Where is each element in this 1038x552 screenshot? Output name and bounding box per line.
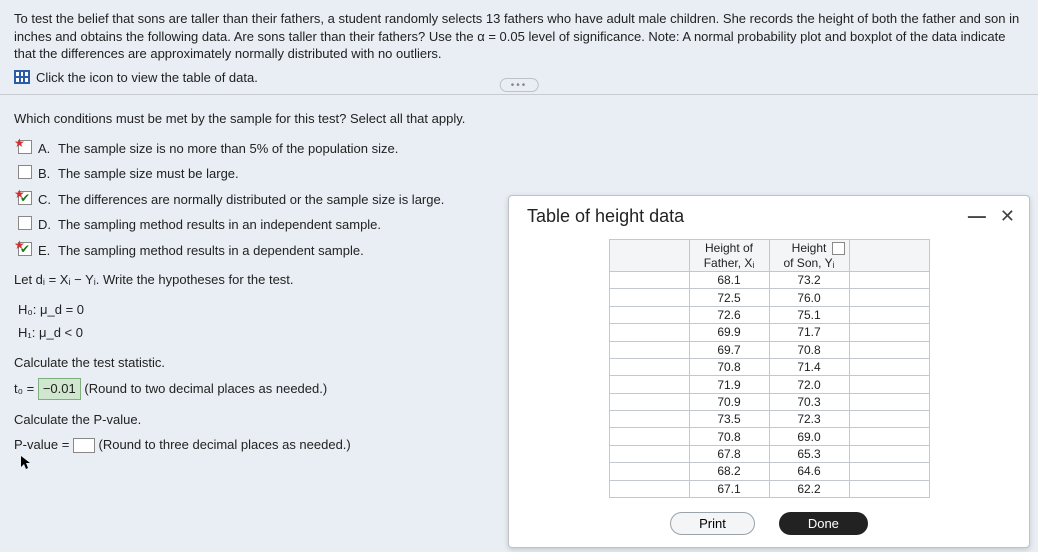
father-height: 73.5 xyxy=(689,411,769,428)
table-row: 72.675.1 xyxy=(609,306,929,323)
option-text: The sample size must be large. xyxy=(58,164,239,184)
father-height: 70.8 xyxy=(689,428,769,445)
option-text: The sample size is no more than 5% of th… xyxy=(58,139,398,159)
son-height: 72.3 xyxy=(769,411,849,428)
son-height: 71.7 xyxy=(769,324,849,341)
conditions-question: Which conditions must be met by the samp… xyxy=(14,109,486,129)
option-letter: E. xyxy=(38,241,52,261)
table-row: 70.869.0 xyxy=(609,428,929,445)
option-letter: C. xyxy=(38,190,52,210)
blank-col-left xyxy=(609,240,689,272)
table-row: 68.173.2 xyxy=(609,271,929,288)
col-father: Height ofFather, Xᵢ xyxy=(689,240,769,272)
son-height: 65.3 xyxy=(769,445,849,462)
table-row: 70.970.3 xyxy=(609,393,929,410)
father-height: 67.8 xyxy=(689,445,769,462)
pvalue-prefix: P-value = xyxy=(14,437,69,452)
data-modal: Table of height data — ✕ Height ofFather… xyxy=(508,195,1030,548)
father-height: 68.1 xyxy=(689,271,769,288)
close-icon[interactable]: ✕ xyxy=(1000,206,1015,227)
son-height: 73.2 xyxy=(769,271,849,288)
son-height: 69.0 xyxy=(769,428,849,445)
father-height: 72.5 xyxy=(689,289,769,306)
table-row: 69.770.8 xyxy=(609,341,929,358)
done-button[interactable]: Done xyxy=(779,512,868,535)
son-height: 75.1 xyxy=(769,306,849,323)
modal-title: Table of height data xyxy=(527,206,684,227)
option-text: The sampling method results in an indepe… xyxy=(58,215,381,235)
t0-prefix: t₀ = xyxy=(14,381,34,396)
h0: H₀: μ_d = 0 xyxy=(18,300,486,320)
father-height: 71.9 xyxy=(689,376,769,393)
condition-option[interactable]: B. The sample size must be large. xyxy=(18,164,486,184)
define-d: Let dᵢ = Xᵢ − Yᵢ. Write the hypotheses f… xyxy=(14,270,486,290)
table-row: 69.971.7 xyxy=(609,324,929,341)
father-height: 69.7 xyxy=(689,341,769,358)
condition-option[interactable]: A. The sample size is no more than 5% of … xyxy=(18,139,486,159)
son-height: 76.0 xyxy=(769,289,849,306)
height-table: Height ofFather, Xᵢ Heightof Son, Yᵢ 68.… xyxy=(609,239,930,498)
condition-option[interactable]: D. The sampling method results in an inde… xyxy=(18,215,486,235)
cursor-icon xyxy=(20,455,32,477)
father-height: 67.1 xyxy=(689,480,769,498)
father-height: 69.9 xyxy=(689,324,769,341)
table-row: 70.871.4 xyxy=(609,358,929,375)
view-data-label: Click the icon to view the table of data… xyxy=(36,69,258,87)
test-stat-label: Calculate the test statistic. xyxy=(14,353,486,373)
t0-note: (Round to two decimal places as needed.) xyxy=(84,381,327,396)
son-height: 70.3 xyxy=(769,393,849,410)
option-letter: D. xyxy=(38,215,52,235)
table-icon xyxy=(14,70,30,84)
copy-icon[interactable] xyxy=(834,244,845,255)
option-text: The sampling method results in a depende… xyxy=(58,241,364,261)
option-letter: A. xyxy=(38,139,52,159)
problem-prompt: To test the belief that sons are taller … xyxy=(14,10,1024,63)
option-letter: B. xyxy=(38,164,52,184)
checkbox[interactable]: ✔ xyxy=(18,242,32,256)
print-button[interactable]: Print xyxy=(670,512,755,535)
pvalue-note: (Round to three decimal places as needed… xyxy=(99,437,351,452)
table-row: 72.576.0 xyxy=(609,289,929,306)
son-height: 71.4 xyxy=(769,358,849,375)
test-stat-row: t₀ = −0.01 (Round to two decimal places … xyxy=(14,378,486,400)
checkbox[interactable] xyxy=(18,216,32,230)
pvalue-row: P-value = (Round to three decimal places… xyxy=(14,435,486,455)
son-height: 62.2 xyxy=(769,480,849,498)
collapse-tab[interactable]: ••• xyxy=(500,78,539,92)
table-row: 73.572.3 xyxy=(609,411,929,428)
table-row: 68.264.6 xyxy=(609,463,929,480)
t0-value[interactable]: −0.01 xyxy=(38,378,81,400)
pvalue-input[interactable] xyxy=(73,438,95,453)
option-text: The differences are normally distributed… xyxy=(58,190,444,210)
question-panel: Which conditions must be met by the samp… xyxy=(0,95,500,552)
blank-col-right xyxy=(849,240,929,272)
table-row: 71.972.0 xyxy=(609,376,929,393)
condition-option[interactable]: ✔ E. The sampling method results in a depe… xyxy=(18,241,486,261)
condition-option[interactable]: ✔ C. The differences are normally distribu… xyxy=(18,190,486,210)
father-height: 72.6 xyxy=(689,306,769,323)
col-son: Heightof Son, Yᵢ xyxy=(769,240,849,272)
son-height: 70.8 xyxy=(769,341,849,358)
pvalue-label: Calculate the P-value. xyxy=(14,410,486,430)
minimize-icon[interactable]: — xyxy=(968,206,986,227)
son-height: 64.6 xyxy=(769,463,849,480)
checkbox[interactable]: ✔ xyxy=(18,191,32,205)
checkbox[interactable] xyxy=(18,165,32,179)
h1: H₁: μ_d < 0 xyxy=(18,323,486,343)
checkbox[interactable] xyxy=(18,140,32,154)
father-height: 70.9 xyxy=(689,393,769,410)
son-height: 72.0 xyxy=(769,376,849,393)
table-row: 67.865.3 xyxy=(609,445,929,462)
father-height: 68.2 xyxy=(689,463,769,480)
table-row: 67.162.2 xyxy=(609,480,929,498)
father-height: 70.8 xyxy=(689,358,769,375)
